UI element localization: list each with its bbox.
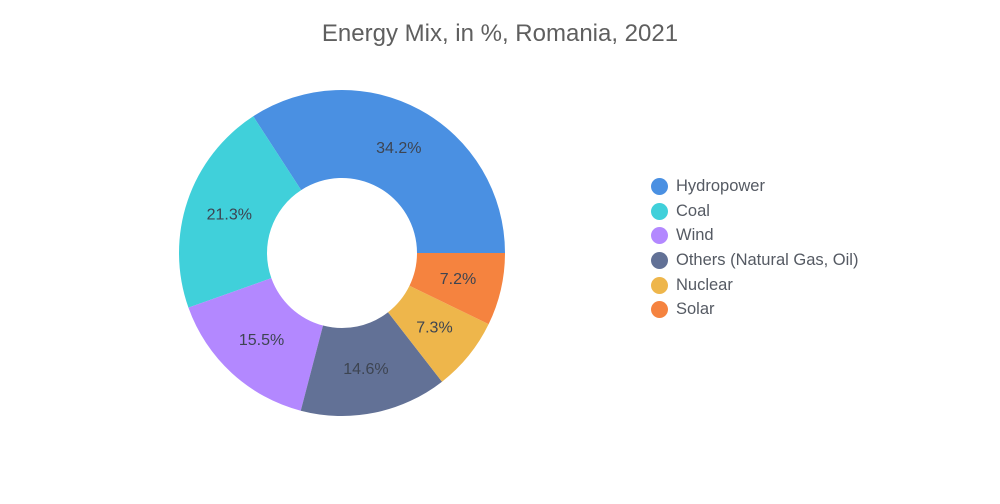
legend-item[interactable]: Wind <box>651 223 858 248</box>
legend-swatch <box>651 202 668 220</box>
slice-coal[interactable] <box>178 116 302 308</box>
legend-label: Coal <box>676 201 710 220</box>
legend-item[interactable]: Coal <box>651 199 858 224</box>
legend-label: Hydropower <box>676 176 765 195</box>
chart-legend: Hydropower Coal Wind Others (Natural Gas, O… <box>651 174 858 322</box>
data-label: 15.5% <box>239 332 284 349</box>
slice-solar[interactable] <box>409 253 505 325</box>
legend-label: Nuclear <box>676 275 733 294</box>
data-label: 7.3% <box>416 319 452 336</box>
slice-nuclear[interactable] <box>388 285 489 382</box>
legend-item[interactable]: Hydropower <box>651 174 858 199</box>
legend-label: Solar <box>676 300 715 319</box>
legend-swatch <box>651 276 668 294</box>
legend-item[interactable]: Nuclear <box>651 273 858 298</box>
legend-swatch <box>651 251 668 269</box>
legend-item[interactable]: Solar <box>651 297 858 322</box>
data-label: 34.2% <box>376 140 421 157</box>
slice-hydropower[interactable] <box>253 89 505 253</box>
slice-others-natural-gas-oil[interactable] <box>300 312 443 416</box>
legend-swatch <box>651 177 668 195</box>
legend-swatch <box>651 227 668 245</box>
slice-wind[interactable] <box>188 278 324 411</box>
legend-item[interactable]: Others (Natural Gas, Oil) <box>651 248 858 273</box>
legend-swatch <box>651 301 668 319</box>
legend-label: Others (Natural Gas, Oil) <box>676 250 859 269</box>
chart-title: Energy Mix, in %, Romania, 2021 <box>321 20 679 47</box>
data-label: 7.2% <box>440 271 476 288</box>
data-label: 21.3% <box>207 206 252 223</box>
data-label: 14.6% <box>343 361 388 378</box>
legend-label: Wind <box>676 226 714 245</box>
